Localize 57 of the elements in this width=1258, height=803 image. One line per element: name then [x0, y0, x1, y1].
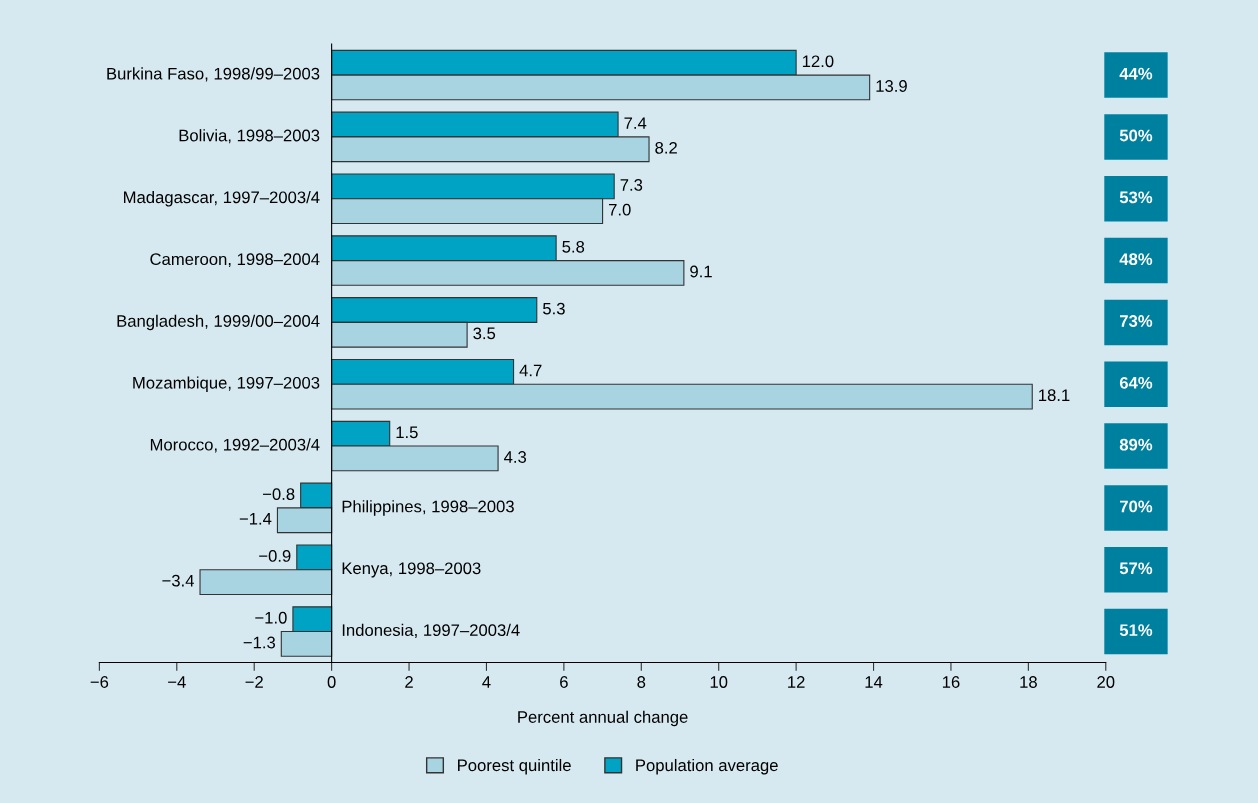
x-tick-label: 8 — [637, 676, 646, 688]
y-tick-label: Kenya, 1998–2003 — [342, 562, 481, 578]
data-label: 5.8 — [562, 240, 585, 253]
data-label: 7.4 — [624, 117, 647, 129]
y-tick-label: Bolivia, 1998–2003 — [179, 129, 320, 144]
data-label: −1.4 — [239, 513, 272, 525]
data-label: 4.3 — [504, 451, 527, 463]
text: 51% — [1119, 624, 1153, 637]
data-label: 18.1 — [1039, 389, 1070, 402]
data-label: −0.8 — [263, 488, 295, 501]
x-tick-label: −6 — [90, 676, 109, 688]
x-tick-label: 12 — [788, 676, 805, 688]
x-tick-label: 16 — [942, 676, 960, 688]
x-tick-label: −4 — [168, 676, 186, 688]
x-tick-label: 6 — [560, 676, 568, 688]
data-label: 1.5 — [396, 426, 418, 439]
text: 73% — [1120, 315, 1153, 327]
text: 89% — [1119, 438, 1153, 451]
y-tick-label: Philippines, 1998–2003 — [342, 500, 514, 516]
legend-label: Population average — [636, 758, 778, 775]
text: 57% — [1119, 562, 1153, 575]
x-tick-label: 0 — [327, 676, 336, 688]
legend-label: Poorest quintile — [458, 758, 571, 775]
data-label: 3.5 — [473, 327, 496, 340]
x-tick-label: −2 — [245, 676, 263, 688]
data-label: 7.3 — [620, 179, 643, 191]
text: 50% — [1119, 129, 1153, 142]
text: 64% — [1119, 376, 1153, 389]
data-label: −1.0 — [255, 611, 287, 624]
data-label: −1.3 — [243, 636, 276, 649]
y-tick-label: Morocco, 1992–2003/4 — [150, 438, 320, 453]
data-label: 12.0 — [802, 55, 834, 68]
data-label: 7.0 — [608, 203, 631, 216]
data-label: −3.4 — [162, 574, 194, 587]
text: 70% — [1120, 500, 1153, 513]
x-tick-label: 4 — [482, 676, 491, 688]
data-label: 5.3 — [543, 302, 565, 315]
x-axis-title: Percent annual change — [518, 710, 688, 727]
x-tick-label: 2 — [405, 676, 413, 688]
y-tick-label: Burkina Faso, 1998/99–2003 — [107, 67, 320, 82]
y-tick-label: Madagascar, 1997–2003/4 — [124, 190, 320, 207]
text: 48% — [1119, 253, 1153, 266]
x-tick-label: 10 — [710, 676, 728, 688]
y-tick-label: Indonesia, 1997–2003/4 — [342, 623, 520, 638]
y-tick-label: Mozambique, 1997–2003 — [133, 376, 320, 392]
x-tick-label: 20 — [1097, 676, 1115, 688]
data-label: −0.9 — [259, 550, 291, 562]
x-tick-label: 14 — [865, 676, 883, 688]
x-tick-label: 18 — [1020, 676, 1037, 688]
y-tick-label: Bangladesh, 1999/00–2004 — [117, 314, 320, 331]
data-label: 4.7 — [519, 364, 542, 377]
data-label: 13.9 — [876, 80, 907, 92]
data-label: 9.1 — [690, 265, 712, 278]
y-tick-label: Cameroon, 1998–2004 — [150, 253, 320, 268]
data-label: 8.2 — [655, 141, 677, 154]
text: 44% — [1119, 67, 1153, 80]
text: 53% — [1119, 191, 1153, 204]
